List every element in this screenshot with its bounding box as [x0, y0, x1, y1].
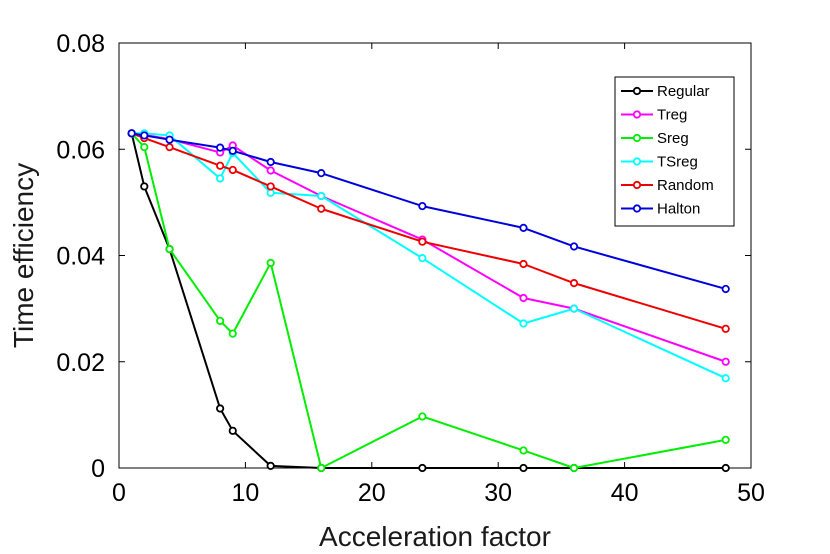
x-axis-title: Acceleration factor	[319, 521, 551, 552]
data-point-sreg	[569, 463, 579, 473]
data-point-tsreg	[216, 174, 225, 183]
data-point-regular	[418, 463, 427, 473]
legend-swatch-marker	[632, 157, 642, 166]
data-point-tsreg	[569, 304, 579, 313]
legend-label: Treg	[657, 107, 687, 124]
y-tick-label: 0.04	[56, 243, 105, 271]
legend-swatch-marker	[632, 86, 642, 96]
legend-swatch-marker	[632, 110, 642, 119]
data-point-sreg	[140, 143, 149, 152]
data-point-halton	[216, 143, 225, 152]
data-point-halton	[165, 135, 174, 144]
data-point-sreg	[721, 435, 730, 444]
data-point-halton	[519, 223, 528, 232]
data-point-tsreg	[418, 254, 427, 263]
data-point-halton	[317, 169, 326, 178]
data-point-halton	[140, 131, 149, 140]
data-point-sreg	[266, 258, 275, 268]
y-tick-label: 0.02	[56, 349, 105, 377]
data-point-halton	[721, 284, 730, 294]
legend-label: Halton	[657, 201, 700, 218]
x-tick-label: 50	[737, 479, 765, 507]
legend-item-halton: Halton	[621, 201, 700, 218]
series-sreg	[127, 129, 730, 473]
data-point-regular	[519, 463, 528, 473]
x-tick-label: 40	[611, 479, 639, 507]
data-point-regular	[266, 461, 275, 470]
x-tick-label: 0	[112, 479, 126, 507]
x-tick-label: 20	[358, 479, 386, 507]
legend-item-sreg: Sreg	[621, 130, 689, 147]
series-halton	[127, 129, 730, 294]
series-layer	[127, 129, 730, 473]
data-point-tsreg	[721, 374, 730, 383]
data-point-random	[519, 259, 528, 269]
data-point-random	[165, 143, 174, 152]
y-tick-label: 0	[91, 455, 105, 483]
data-point-random	[317, 204, 326, 213]
data-point-sreg	[165, 245, 174, 254]
data-point-halton	[127, 129, 136, 138]
legend-item-tsreg: TSreg	[621, 154, 698, 171]
legend-item-random: Random	[621, 177, 714, 194]
data-point-random	[228, 165, 237, 175]
data-point-random	[721, 324, 730, 333]
data-point-treg	[721, 357, 730, 366]
data-point-sreg	[418, 412, 427, 421]
data-point-tsreg	[266, 188, 275, 197]
data-point-regular	[721, 463, 730, 473]
legend-swatch-marker	[632, 180, 642, 190]
legend-label: Sreg	[657, 130, 689, 147]
legend-swatch-marker	[632, 204, 642, 213]
legend-box	[614, 76, 735, 227]
data-point-tsreg	[519, 319, 528, 328]
legend-swatch-marker	[632, 133, 642, 143]
legend-item-regular: Regular	[621, 83, 710, 100]
data-point-random	[418, 237, 427, 246]
data-point-halton	[569, 242, 579, 251]
data-point-treg	[266, 166, 275, 175]
data-point-random	[216, 161, 225, 170]
legend-label: Random	[657, 177, 714, 194]
data-point-sreg	[228, 329, 237, 338]
data-point-halton	[228, 146, 237, 155]
data-point-regular	[140, 182, 149, 191]
data-point-treg	[519, 293, 528, 303]
y-tick-label: 0.08	[56, 30, 105, 58]
data-point-random	[266, 182, 275, 191]
data-point-regular	[228, 426, 237, 435]
legend-label: Regular	[657, 83, 710, 100]
data-point-sreg	[317, 463, 326, 473]
data-point-halton	[418, 201, 427, 211]
data-point-sreg	[519, 446, 528, 455]
x-tick-label: 30	[484, 479, 512, 507]
y-tick-label: 0.06	[56, 136, 105, 164]
data-point-regular	[216, 404, 225, 413]
y-axis-title: Time efficiency	[8, 163, 39, 348]
legend-label: TSreg	[657, 154, 698, 171]
data-point-sreg	[216, 316, 225, 325]
x-tick-label: 10	[231, 479, 259, 507]
data-point-tsreg	[317, 191, 326, 201]
data-point-random	[569, 279, 579, 288]
data-point-halton	[266, 157, 275, 167]
legend: Regular Treg Sreg TSreg Random Halton	[614, 76, 735, 227]
legend-item-treg: Treg	[621, 107, 687, 124]
axes: 0 10 20 30 40 50 0 0.02 0.04 0.06 0.08	[56, 30, 765, 507]
